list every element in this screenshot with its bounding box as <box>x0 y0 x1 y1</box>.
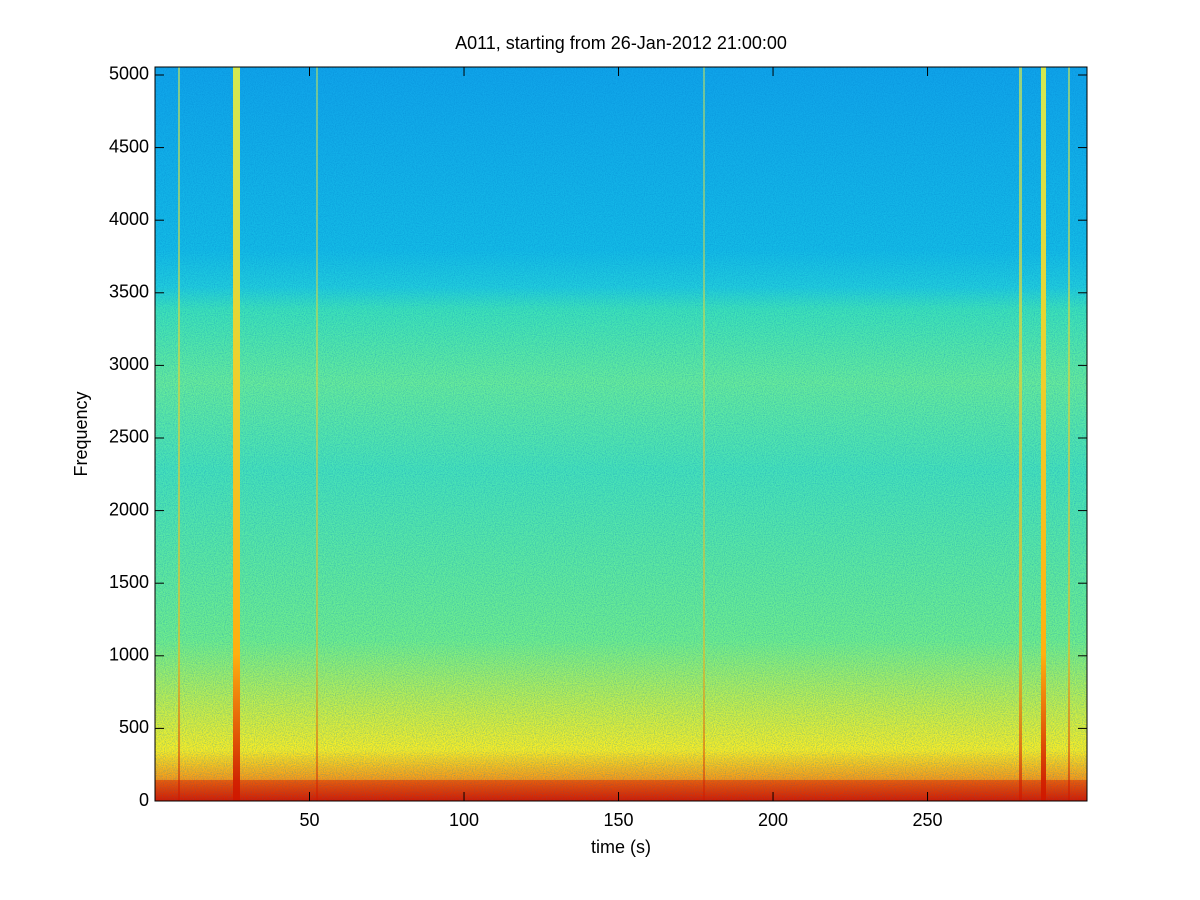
y-tick-label: 4500 <box>109 136 149 156</box>
y-tick-label: 1500 <box>109 572 149 592</box>
plot-frame <box>154 66 1088 802</box>
y-tick-label: 5000 <box>109 64 149 84</box>
y-tick-label: 2500 <box>109 427 149 447</box>
x-tick-label: 150 <box>604 810 634 830</box>
y-tick-label: 1000 <box>109 645 149 665</box>
y-tick-label: 2000 <box>109 499 149 519</box>
x-axis-label: time (s) <box>591 837 651 857</box>
y-tick-label: 3500 <box>109 282 149 302</box>
x-tick-label: 50 <box>299 810 319 830</box>
y-tick-label: 0 <box>139 790 149 810</box>
x-tick-label: 250 <box>913 810 943 830</box>
y-tick-label: 4000 <box>109 209 149 229</box>
spectrogram-image <box>155 67 1087 801</box>
x-tick-label: 100 <box>449 810 479 830</box>
chart-title: A011, starting from 26-Jan-2012 21:00:00 <box>455 33 787 53</box>
x-tick-label: 200 <box>758 810 788 830</box>
y-tick-label: 500 <box>119 717 149 737</box>
y-tick-label: 3000 <box>109 354 149 374</box>
y-axis-label: Frequency <box>71 391 91 476</box>
